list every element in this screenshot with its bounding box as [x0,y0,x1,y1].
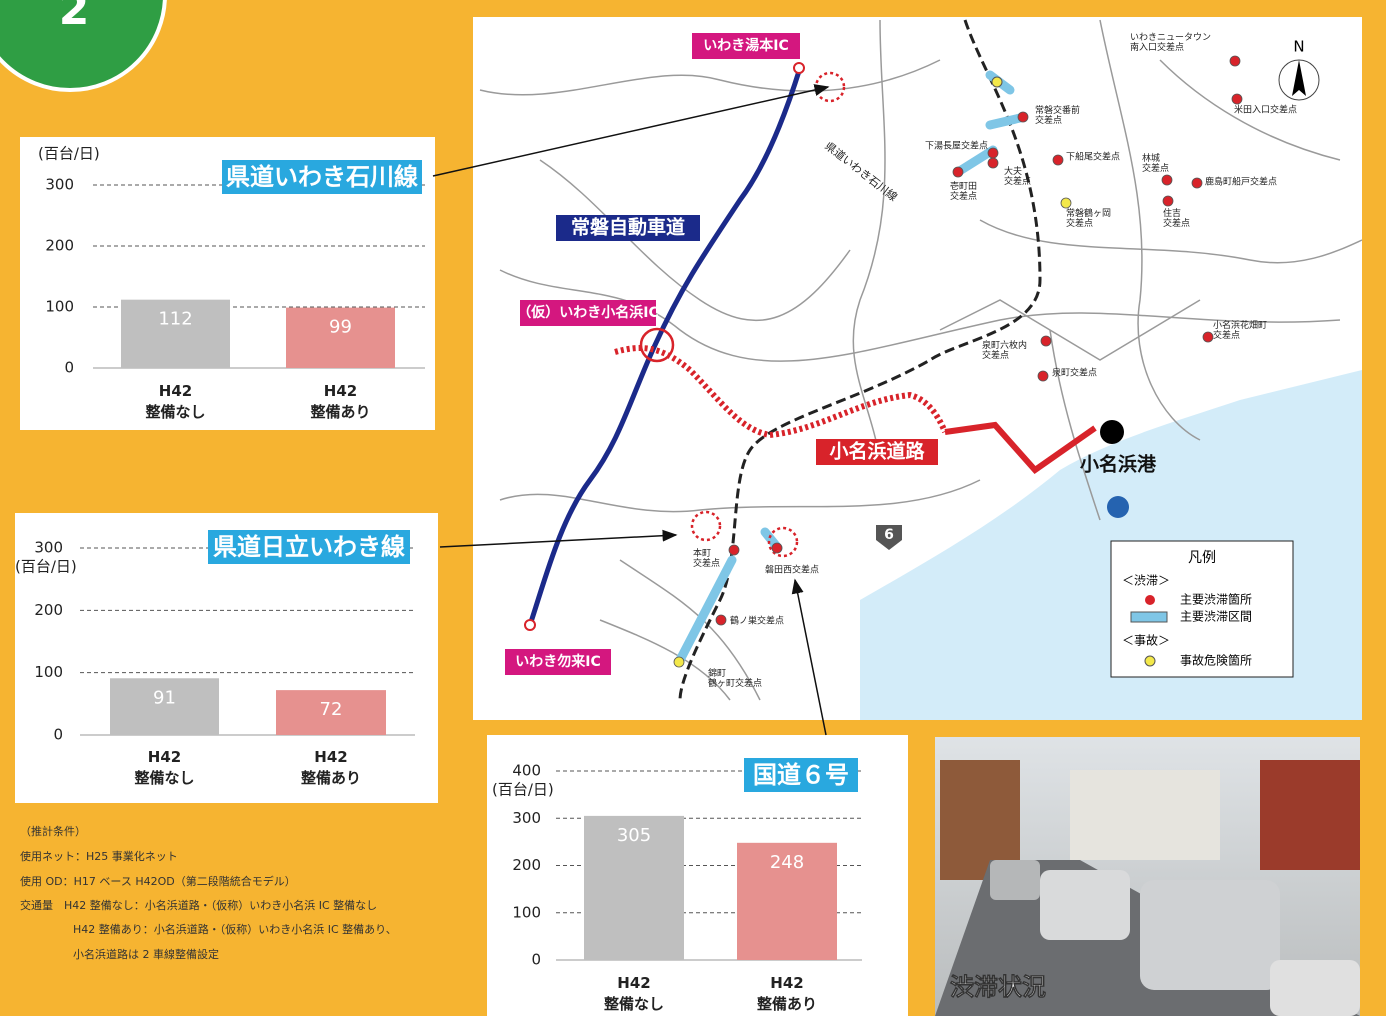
route-label: 6 [884,527,894,543]
legend-label: 主要渋滞区間 [1180,610,1252,624]
intersection-label: 鶴ノ巣交差点 [730,615,784,627]
y-tick-label: 0 [531,951,541,969]
accident-point [1061,198,1071,208]
congestion-point [716,615,726,625]
chart-title: 県道日立いわき線 [213,533,405,561]
congestion-point [988,148,998,158]
chart-title: 県道いわき石川線 [226,163,418,191]
accident-point [992,77,1002,87]
value-label: 112 [158,309,192,330]
legend-marker [1145,595,1155,605]
value-label: 72 [320,699,343,720]
intersection-label: 下湯長屋交差点 [925,140,988,152]
port-label: 小名浜港 [1080,453,1157,476]
congestion-point [1038,371,1048,381]
congestion-point [1192,178,1202,188]
page: 2 [0,0,1386,1016]
congestion-point [1230,56,1240,66]
chart-title: 国道６号 [753,761,849,789]
congestion-point [772,543,782,553]
y-tick-label: 200 [512,856,541,874]
legend-heading: ＜渋滞＞ [1122,574,1170,588]
intersection-label: 磐田西交差点 [765,564,819,576]
accident-point [674,657,684,667]
road-label: 小名浜道路 [829,440,925,463]
y-tick-label: 0 [64,359,74,377]
y-tick-label: 300 [34,539,63,557]
y-tick-label: 100 [34,663,63,681]
legend-label: 事故危険箇所 [1180,653,1252,668]
legend-marker [1131,612,1167,622]
value-label: 99 [329,317,352,338]
y-tick-label: 0 [53,726,63,744]
value-label: 305 [617,825,651,846]
y-tick-label: 300 [45,176,74,194]
congestion-point [1018,112,1028,122]
congestion-point [1163,196,1173,206]
congestion-point [988,158,998,168]
note: 使用 OD：H17 ベース H42OD（第二段階統合モデル） [20,874,296,888]
y-tick-label: 300 [512,809,541,827]
legend-heading: ＜事故＞ [1122,633,1170,648]
value-label: 91 [153,687,176,708]
value-label: 248 [770,852,804,873]
congestion-point [1162,175,1172,185]
intersection-label: 下船尾交差点 [1066,151,1120,163]
note: （推計条件） [20,824,86,838]
y-tick-label: 100 [45,298,74,316]
photo-caption: 渋滞状況 [950,973,1046,1001]
congestion-point [1203,332,1213,342]
note: 使用ネット：H25 事業化ネット [20,849,178,863]
interchange-label: いわき勿来IC [515,653,600,670]
interchange-label: （仮）いわき小名浜IC [517,304,658,321]
north-label: N [1293,38,1304,56]
congestion-point [1053,155,1063,165]
intersection-label: 泉町交差点 [1052,367,1097,379]
intersection-label: 米田入口交差点 [1234,104,1297,116]
axis-unit: (百台/日) [15,558,77,576]
y-tick-label: 400 [512,762,541,780]
y-tick-label: 100 [512,903,541,921]
note: H42 整備あり：小名浜道路・（仮称）いわき小名浜 IC 整備あり、 [73,922,397,936]
congestion-point [1232,94,1242,104]
interchange-label: いわき湯本IC [703,37,788,54]
intersection-label: 壱町田交差点 [950,180,977,202]
y-tick-label: 200 [34,601,63,619]
congestion-point [1041,336,1051,346]
intersection-label: 鹿島町船戸交差点 [1205,176,1277,188]
axis-unit: (百台/日) [492,781,554,799]
note: 交通量 H42 整備なし：小名浜道路・（仮称）いわき小名浜 IC 整備なし [20,898,377,912]
legend-title: 凡例 [1188,550,1216,566]
axis-unit: (百台/日) [38,145,100,163]
y-tick-label: 200 [45,237,74,255]
expressway-label: 常磐自動車道 [571,216,685,239]
note: 小名浜道路は 2 車線整備設定 [73,947,219,961]
legend-label: 主要渋滞箇所 [1180,593,1252,607]
congestion-point [953,167,963,177]
badge-number: 2 [59,0,90,35]
congestion-point [729,545,739,555]
legend-marker [1145,656,1155,666]
